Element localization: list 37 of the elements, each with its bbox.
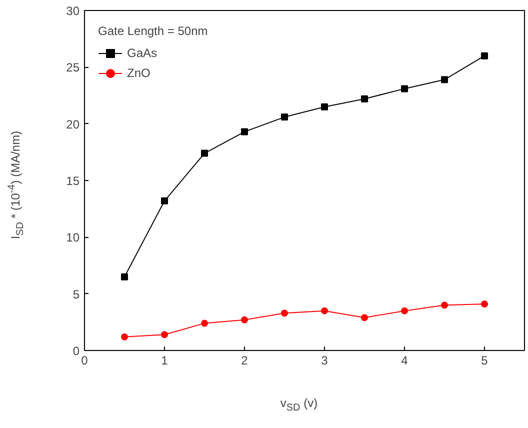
y-tick-label: 20 — [66, 117, 80, 132]
point — [281, 310, 288, 317]
legend-label: ZnO — [127, 66, 150, 80]
point — [441, 302, 448, 309]
y-tick-label: 5 — [72, 287, 80, 302]
point — [241, 128, 248, 136]
point — [161, 197, 168, 204]
legend-label: GaAs — [127, 46, 158, 60]
y-tick-label: 0 — [72, 344, 80, 358]
point — [201, 320, 208, 327]
point — [121, 333, 128, 340]
point — [481, 300, 488, 308]
point — [401, 85, 408, 92]
x-tick-label: 1 — [161, 354, 168, 368]
point — [161, 331, 168, 338]
x-tick-label: 5 — [481, 354, 488, 368]
x-tick-label: 4 — [401, 354, 408, 368]
x-tick-label: 0 — [81, 354, 88, 368]
point — [241, 316, 248, 324]
point — [441, 76, 448, 84]
point — [361, 314, 368, 322]
point — [481, 52, 488, 60]
point — [361, 95, 368, 102]
x-axis-title: v$_{SD}$ (v) — [280, 395, 318, 416]
point — [201, 150, 208, 157]
point — [121, 273, 128, 280]
x-tick-label: 3 — [321, 354, 328, 368]
x-tick-label: 2 — [241, 354, 248, 368]
y-tick-label: 30 — [66, 4, 80, 18]
point — [321, 307, 328, 314]
legend-title: Gate Length = 50nm — [98, 24, 208, 38]
point — [401, 307, 408, 314]
y-tick-label: 15 — [66, 174, 80, 188]
y-tick-label: 25 — [66, 60, 80, 75]
point — [321, 103, 328, 110]
y-tick-label: 10 — [66, 230, 80, 245]
point — [281, 114, 288, 121]
